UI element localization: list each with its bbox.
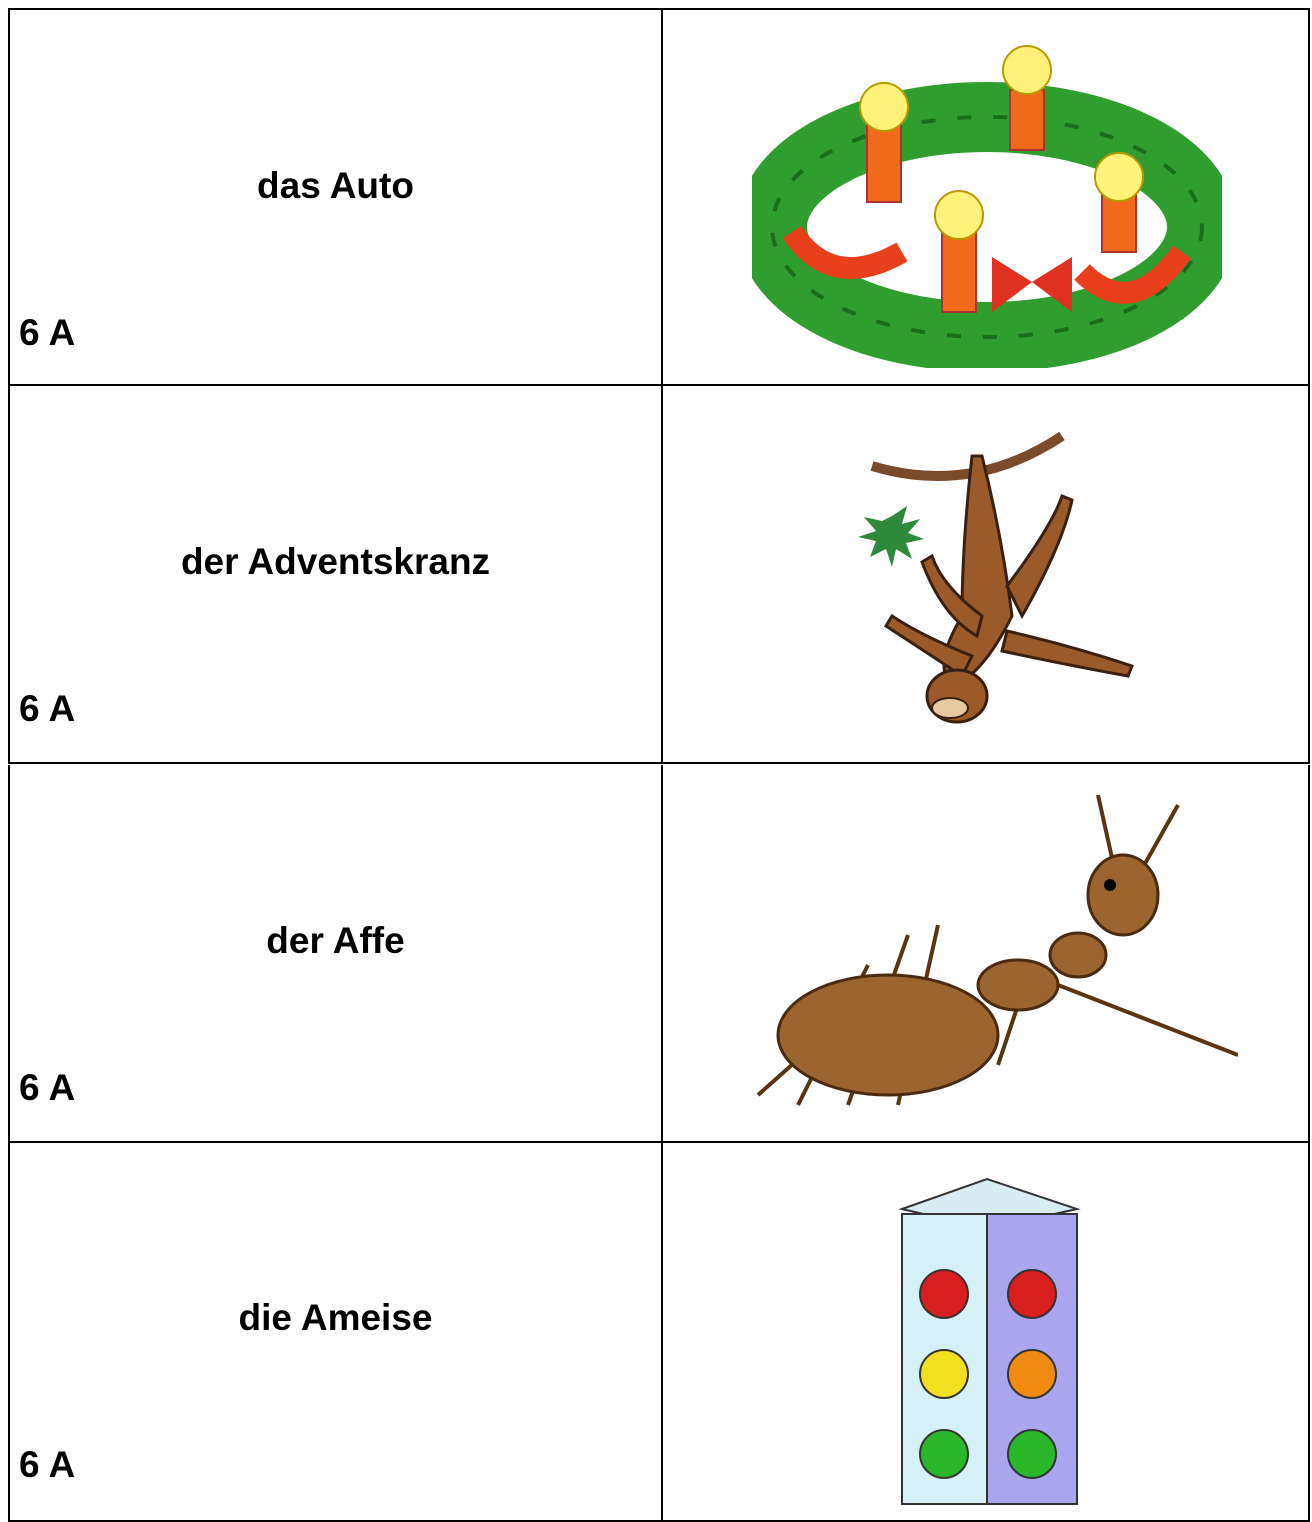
card: der Adventskranz 6 A (8, 386, 1310, 764)
monkey-image (858, 431, 1134, 724)
word-cell: der Affe 6 A (10, 765, 663, 1141)
card: der Affe 6 A (8, 765, 1310, 1143)
word-cell: das Auto 6 A (10, 10, 663, 384)
traffic-light-image (898, 1177, 1081, 1505)
word-cell: der Adventskranz 6 A (10, 386, 663, 762)
word: der Adventskranz (180, 541, 491, 582)
ant-image (756, 794, 1238, 1106)
wreath-image (752, 45, 1222, 368)
card: die Ameise 6 A (8, 1142, 1310, 1522)
card-label: 6 A (19, 1067, 76, 1108)
word: der Affe (266, 920, 405, 961)
word-cell: die Ameise 6 A (10, 1142, 663, 1520)
word: die Ameise (238, 1297, 433, 1338)
card-label: 6 A (19, 688, 76, 729)
word: das Auto (257, 165, 414, 206)
card-label: 6 A (19, 312, 76, 353)
card-label: 6 A (19, 1444, 76, 1485)
card: das Auto 6 A (8, 8, 1310, 386)
